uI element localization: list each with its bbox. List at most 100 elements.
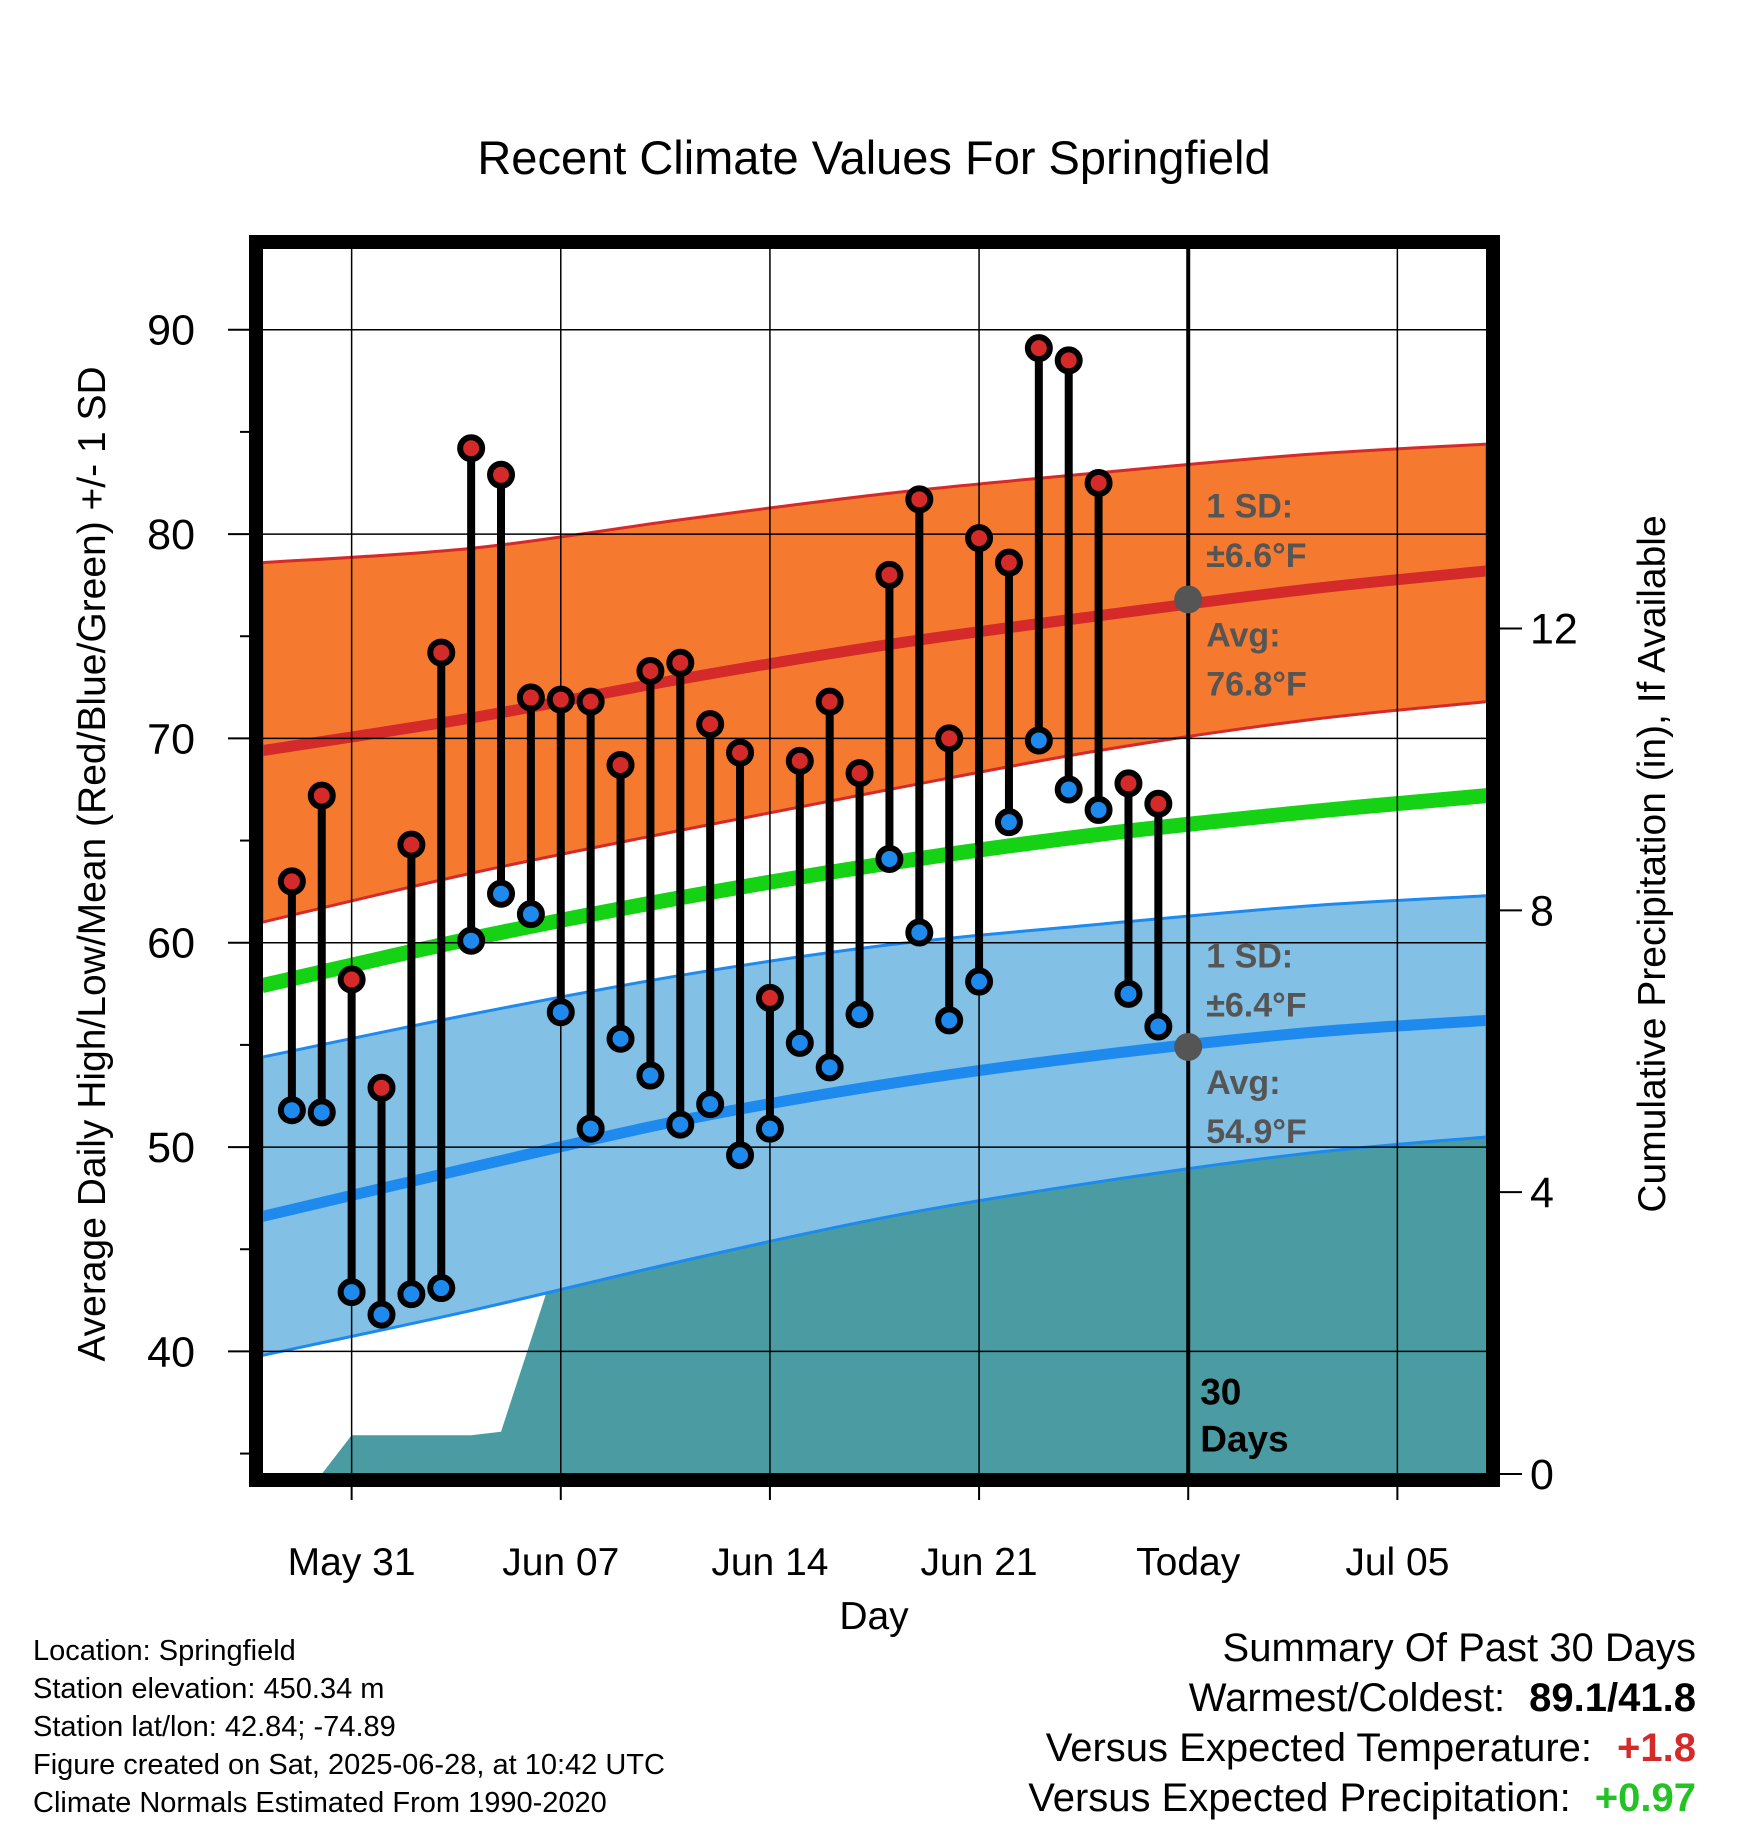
daily-low-point — [516, 900, 545, 929]
x-tick-label: Today — [1136, 1541, 1241, 1584]
y-left-tick-label: 80 — [147, 511, 195, 559]
daily-high-point — [1144, 789, 1173, 818]
daily-low-point — [1084, 795, 1113, 824]
y-right-tick-label: 4 — [1530, 1169, 1554, 1217]
daily-high-point — [755, 983, 784, 1012]
daily-high-point — [576, 687, 605, 716]
precip-label: Versus Expected Precipitation: — [1028, 1776, 1571, 1820]
daily-high-point — [815, 687, 844, 716]
daily-high-point — [785, 746, 814, 775]
y-left-tick-label: 70 — [147, 715, 195, 763]
low-avg-value: 54.9°F — [1206, 1113, 1307, 1151]
elevation-text: Station elevation: 450.34 m — [33, 1673, 385, 1705]
daily-low-point — [666, 1110, 695, 1139]
daily-low-point — [427, 1274, 456, 1303]
created-text: Figure created on Sat, 2025-06-28, at 10… — [33, 1749, 665, 1781]
daily-high-point — [337, 965, 366, 994]
daily-high-point — [1024, 334, 1053, 363]
chart-title: Recent Climate Values For Springfield — [477, 131, 1270, 184]
daily-low-point — [307, 1098, 336, 1127]
summary-panel: Summary Of Past 30 Days Warmest/Coldest:… — [1028, 1623, 1696, 1823]
high-avg-label: Avg: — [1206, 616, 1280, 654]
daily-high-point — [1084, 468, 1113, 497]
summary-warm-cold: Warmest/Coldest: 89.1/41.8 — [1028, 1673, 1696, 1723]
daily-high-point — [666, 648, 695, 677]
daily-high-point — [606, 750, 635, 779]
precipitation-area — [321, 1079, 1487, 1474]
daily-low-point — [1114, 979, 1143, 1008]
plot-area — [262, 248, 1487, 1474]
x-tick-label: Jul 05 — [1345, 1541, 1449, 1584]
today-avg-high-marker — [1174, 585, 1203, 614]
daily-low-point — [277, 1096, 306, 1125]
daily-high-point — [546, 685, 575, 714]
y-left-tick-label: 90 — [147, 307, 195, 355]
avg-low-line — [262, 1014, 1487, 1222]
daily-low-point — [696, 1090, 725, 1119]
x-tick-label: Jun 07 — [502, 1541, 619, 1584]
daily-high-point — [457, 434, 486, 463]
y-right-tick-label: 0 — [1530, 1451, 1554, 1499]
daily-low-point — [457, 926, 486, 955]
daily-high-point — [397, 830, 426, 859]
y-axis-label-right: Cumulative Precipitation (in), If Availa… — [1631, 515, 1674, 1212]
plot-frame — [249, 235, 1500, 1487]
daily-low-point — [606, 1024, 635, 1053]
daily-low-point — [397, 1280, 426, 1309]
daily-low-point — [367, 1300, 396, 1329]
high-sd-value: ±6.6°F — [1206, 537, 1306, 575]
summary-precip: Versus Expected Precipitation: +0.97 — [1028, 1773, 1696, 1823]
daily-high-point — [875, 560, 904, 589]
days-label: Days — [1200, 1419, 1288, 1460]
daily-low-point — [935, 1006, 964, 1035]
summary-heading: Summary Of Past 30 Days — [1222, 1626, 1696, 1670]
x-axis-label: Day — [839, 1595, 909, 1638]
normals-text: Climate Normals Estimated From 1990-2020 — [33, 1787, 607, 1819]
precip-value: +0.97 — [1594, 1776, 1696, 1820]
daily-high-point — [277, 867, 306, 896]
daily-high-point — [726, 738, 755, 767]
location-text: Location: Springfield — [33, 1635, 296, 1667]
x-tick-label: May 31 — [288, 1541, 416, 1584]
daily-low-point — [905, 918, 934, 947]
daily-high-point — [1114, 769, 1143, 798]
daily-low-point — [965, 967, 994, 996]
daily-low-point — [546, 998, 575, 1027]
warm-cold-label: Warmest/Coldest: — [1188, 1676, 1506, 1720]
x-tick-label: Jun 14 — [711, 1541, 828, 1584]
daily-low-point — [636, 1061, 665, 1090]
daily-low-point — [726, 1141, 755, 1170]
daily-low-point — [785, 1028, 814, 1057]
high-sd-label: 1 SD: — [1206, 488, 1293, 526]
daily-high-point — [427, 638, 456, 667]
daily-low-point — [1054, 775, 1083, 804]
daily-low-point — [576, 1114, 605, 1143]
daily-low-point — [1024, 726, 1053, 755]
days-count-label: 30 — [1200, 1372, 1241, 1413]
y-left-tick-label: 60 — [147, 920, 195, 968]
daily-high-point — [307, 781, 336, 810]
daily-high-point — [965, 524, 994, 553]
daily-low-point — [994, 808, 1023, 837]
daily-low-point — [815, 1053, 844, 1082]
daily-high-point — [696, 710, 725, 739]
latlon-text: Station lat/lon: 42.84; -74.89 — [33, 1711, 396, 1743]
daily-high-point — [845, 759, 874, 788]
temp-value: +1.8 — [1617, 1726, 1696, 1770]
daily-high-point — [367, 1073, 396, 1102]
y-left-tick-label: 40 — [147, 1328, 195, 1376]
daily-high-point — [994, 548, 1023, 577]
daily-high-point — [905, 485, 934, 514]
y-axis-label-left: Average Daily High/Low/Mean (Red/Blue/Gr… — [71, 366, 114, 1361]
daily-low-point — [755, 1114, 784, 1143]
daily-low-point — [875, 844, 904, 873]
daily-high-point — [636, 656, 665, 685]
low-sd-label: 1 SD: — [1206, 937, 1293, 975]
high-avg-value: 76.8°F — [1206, 665, 1307, 703]
daily-high-point — [487, 460, 516, 489]
daily-low-point — [337, 1278, 366, 1307]
daily-high-point — [935, 724, 964, 753]
daily-high-point — [516, 683, 545, 712]
station-info: Location: Springfield Station elevation:… — [33, 1632, 665, 1822]
y-right-tick-label: 8 — [1530, 887, 1554, 935]
